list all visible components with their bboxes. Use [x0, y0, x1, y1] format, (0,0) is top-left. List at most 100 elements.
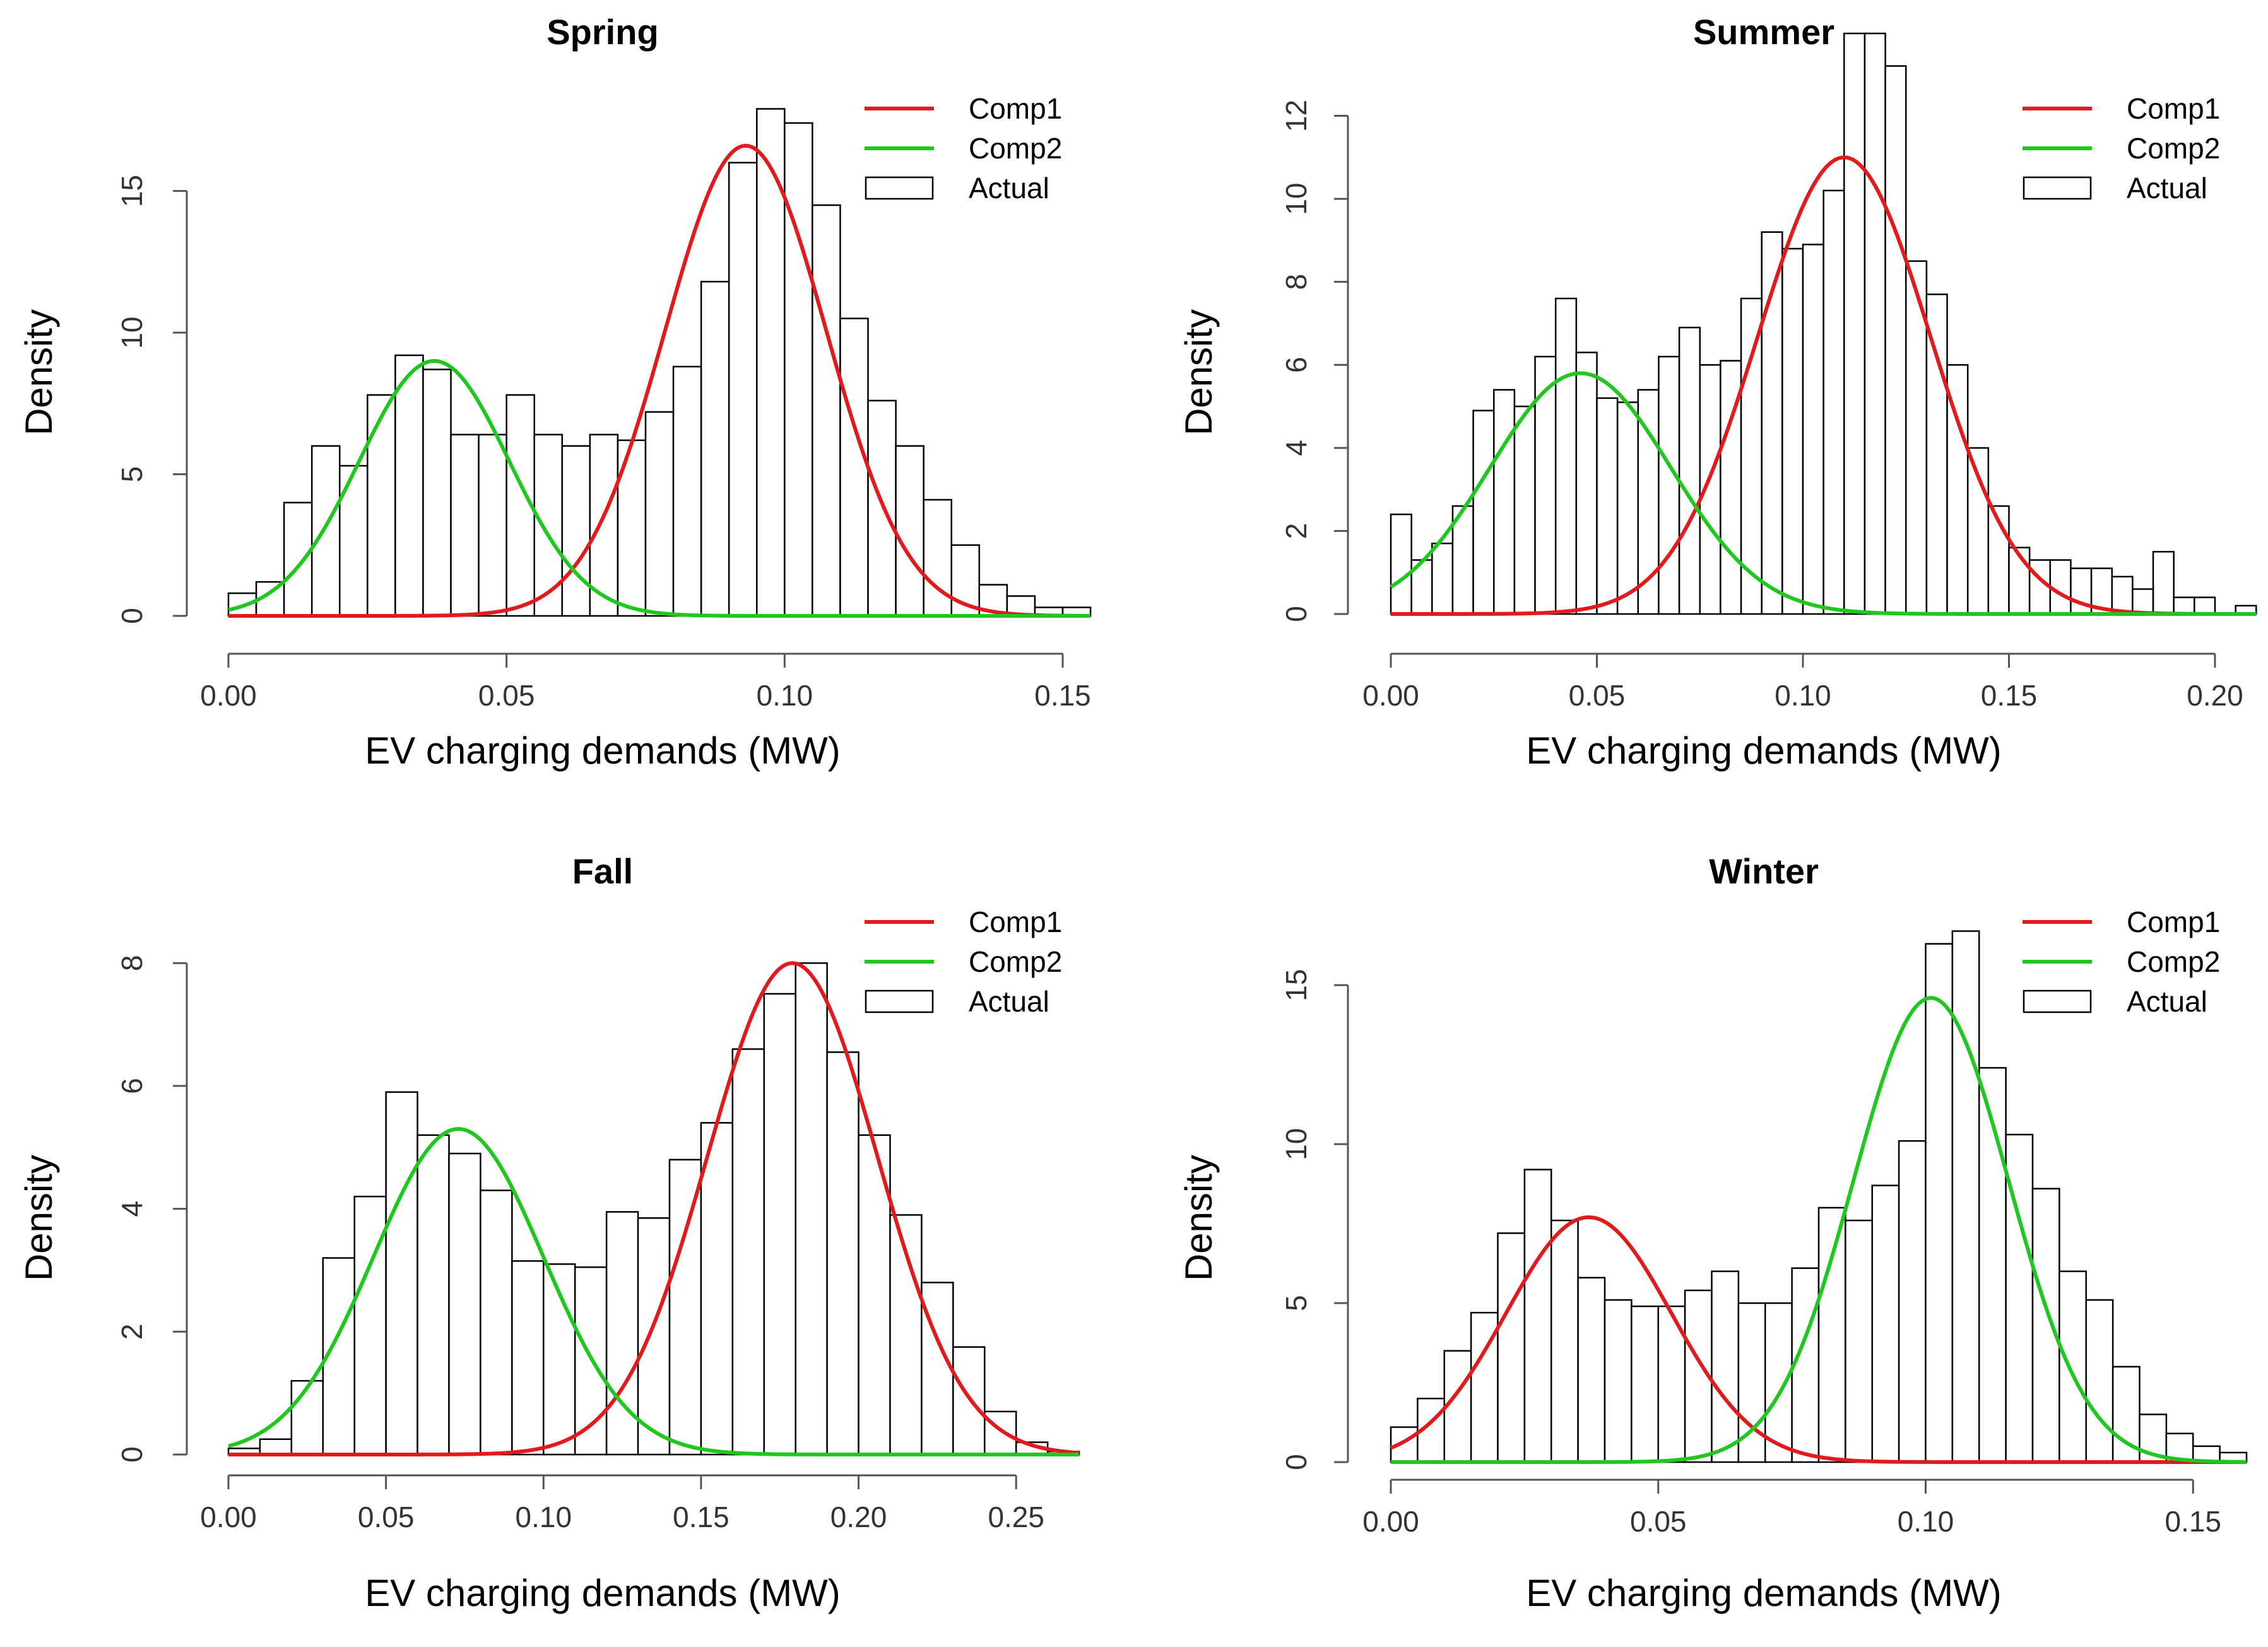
histogram-bar — [2173, 596, 2195, 615]
x-axis-label: EV charging demands (MW) — [365, 1572, 841, 1614]
y-tick-label: 0 — [1280, 1454, 1313, 1470]
histogram-bar — [728, 162, 758, 617]
histogram-bars — [1390, 32, 2257, 615]
x-tick-label: 0.15 — [1981, 679, 2038, 712]
chart-title: Fall — [572, 851, 633, 891]
histogram-bar — [1577, 1277, 1606, 1463]
histogram-bar — [1884, 65, 1907, 615]
histogram-bar — [637, 1217, 671, 1456]
histogram-bar — [1616, 401, 1639, 615]
histogram-bar — [1802, 244, 1824, 615]
legend-swatch-actual — [2023, 989, 2092, 1013]
histogram-bar — [763, 993, 796, 1456]
curve-comp2 — [1390, 371, 2257, 616]
histogram-bar — [1575, 351, 1598, 615]
histogram-bar — [1791, 1267, 1820, 1463]
histogram-bar — [1699, 364, 1722, 615]
histogram-bar — [1493, 389, 1516, 615]
y-axis-label: Density — [1178, 309, 1220, 435]
histogram-bar — [2085, 1299, 2114, 1463]
histogram-bar — [1822, 189, 1845, 615]
histogram-bar — [1550, 1219, 1579, 1463]
y-tick-label: 0 — [115, 608, 148, 624]
histogram-bar — [1845, 1219, 1873, 1463]
y-axis: 0 5 10 15 — [1280, 969, 1349, 1470]
y-axis-label: Density — [18, 1155, 60, 1281]
histogram-bar — [448, 1152, 481, 1456]
x-axis-label: EV charging demands (MW) — [365, 729, 841, 772]
chart-panel-spring: Spring 0.00 0.05 0.10 0.15 EV charging demand… — [18, 12, 1092, 772]
histogram-bar — [450, 434, 480, 617]
histogram-bar — [952, 1346, 986, 1456]
histogram-bar — [2049, 559, 2072, 615]
histogram-bar — [589, 434, 619, 617]
legend: Comp1 Comp2 Actual — [2023, 906, 2220, 1018]
histogram-bar — [1863, 32, 1886, 615]
curve-comp1 — [228, 143, 1091, 618]
histogram-bar — [2194, 596, 2216, 615]
histogram-bar — [1497, 1232, 1526, 1463]
x-axis: 0.00 0.05 0.10 0.15 — [200, 652, 1091, 712]
x-tick-label: 0.00 — [200, 679, 257, 712]
x-axis: 0.00 0.05 0.10 0.15 0.20 0.25 — [200, 1474, 1044, 1533]
legend: Comp1 Comp2 Actual — [865, 92, 1062, 204]
histogram-bar — [310, 445, 341, 617]
histogram-bar — [1817, 1207, 1846, 1463]
histogram-bar — [1843, 32, 1866, 615]
histogram-bar — [895, 445, 924, 617]
legend-swatch-actual — [865, 989, 934, 1013]
chart-panel-winter: Winter 0.00 0.05 0.10 0.15 EV charging demand… — [1178, 851, 2248, 1614]
histogram-bar — [2058, 1270, 2087, 1463]
histogram-bar — [1978, 1066, 2007, 1463]
histogram-bar — [1451, 505, 1474, 615]
x-axis: 0.00 0.05 0.10 0.15 0.20 — [1362, 652, 2243, 712]
histogram-bar — [1523, 1169, 1552, 1463]
legend: Comp1 Comp2 Actual — [2023, 92, 2220, 204]
x-tick-label: 0.00 — [1362, 1505, 1419, 1538]
histogram-bar — [480, 1190, 513, 1456]
histogram-bar — [867, 399, 897, 617]
histogram-bar — [668, 1159, 702, 1456]
x-tick-label: 0.05 — [478, 679, 535, 712]
histogram-bar — [1898, 1140, 1927, 1463]
histogram-bars — [227, 962, 1080, 1456]
histogram-bar — [605, 1211, 639, 1456]
histogram-bar — [1905, 260, 1928, 615]
y-axis-label: Density — [1178, 1155, 1220, 1281]
legend-label: Comp1 — [2127, 92, 2220, 125]
chart-panel-summer: Summer 0.00 0.05 0.10 0.15 0.20 EV charging de… — [1178, 12, 2257, 772]
histogram-bar — [2132, 588, 2154, 615]
x-axis-label: EV charging demands (MW) — [1526, 729, 2002, 772]
histogram-bar — [700, 281, 730, 617]
x-axis: 0.00 0.05 0.10 0.15 — [1362, 1479, 2221, 1538]
legend-label: Actual — [2127, 172, 2207, 204]
curve-comp1 — [1390, 1215, 2247, 1464]
histogram-bar — [1513, 405, 1536, 615]
x-tick-label: 0.00 — [1362, 679, 1419, 712]
histogram-bars — [227, 108, 1092, 617]
histogram-bar — [839, 317, 869, 617]
histogram-bar — [1596, 397, 1619, 615]
y-tick-label: 8 — [1280, 274, 1313, 290]
histogram-bar — [511, 1260, 545, 1456]
y-tick-label: 0 — [1280, 606, 1313, 622]
curve-comp1 — [228, 961, 1080, 1456]
y-tick-label: 6 — [1280, 357, 1313, 373]
x-axis-label: EV charging demands (MW) — [1526, 1572, 2002, 1614]
legend-label: Comp1 — [969, 906, 1062, 938]
y-tick-label: 8 — [115, 955, 148, 971]
y-axis-label: Density — [18, 309, 60, 435]
histogram-bars — [1390, 930, 2248, 1463]
y-tick-label: 6 — [115, 1078, 148, 1094]
legend-label: Comp2 — [2127, 132, 2220, 165]
histogram-bar — [259, 1438, 293, 1456]
legend-label: Actual — [2127, 985, 2207, 1018]
histogram-bar — [1951, 930, 1980, 1463]
y-axis: 0 2 4 6 8 10 12 — [1280, 100, 1349, 622]
histogram-bar — [1925, 293, 1948, 615]
chart-title: Winter — [1709, 851, 1819, 891]
x-tick-label: 0.05 — [358, 1501, 415, 1533]
histogram-bar — [367, 394, 396, 617]
x-tick-label: 0.10 — [516, 1501, 572, 1533]
